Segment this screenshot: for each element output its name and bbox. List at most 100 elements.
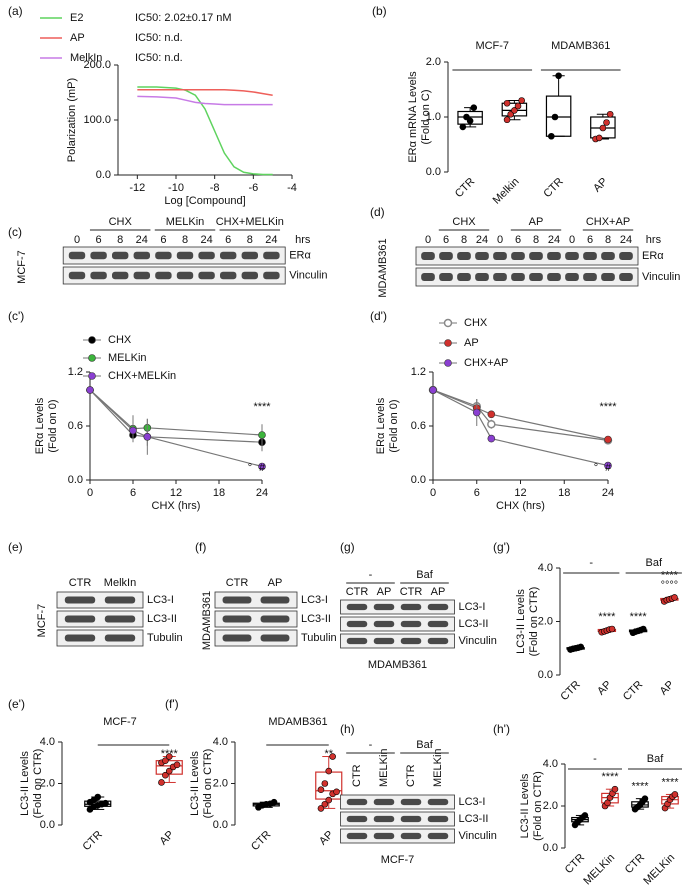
- band-label: ERα: [289, 249, 311, 261]
- x-tick-label: AP: [595, 679, 614, 698]
- panel-label: (h): [340, 722, 355, 736]
- x-tick-label: CTR: [621, 679, 646, 704]
- band-label: Vinculin: [459, 830, 497, 842]
- data-point: [555, 72, 562, 80]
- data-point: [143, 432, 152, 441]
- x-tick-label: CTR: [623, 852, 648, 877]
- blot-band: [565, 273, 579, 281]
- lane-label: 6: [160, 234, 166, 246]
- blot-band: [373, 620, 395, 628]
- data-point: [317, 805, 325, 812]
- legend-label: AP: [70, 32, 85, 44]
- lane-label: 6: [515, 234, 521, 246]
- y-axis-label: Polarization (mP): [66, 78, 78, 162]
- data-point: [429, 386, 437, 394]
- x-tick-label: 12: [514, 487, 526, 499]
- x-tick-label: -6: [248, 182, 258, 194]
- cell-line-label: MCF-7: [16, 250, 28, 284]
- series-line: [89, 389, 263, 443]
- y-tick-label: 0.0: [213, 819, 228, 831]
- blot-band: [400, 798, 422, 806]
- blot-strip: [56, 629, 144, 647]
- legend-swatch: [444, 359, 452, 367]
- blot-band: [64, 634, 96, 642]
- band-label: LC3-I: [459, 796, 486, 808]
- blot-band: [457, 273, 471, 281]
- blot-band: [400, 815, 422, 823]
- blot-band: [104, 596, 136, 604]
- data-point: [459, 123, 467, 131]
- x-axis-label: CHX (hrs): [152, 500, 201, 512]
- legend-swatch: [88, 354, 96, 362]
- blot-band: [619, 273, 633, 281]
- lane-label: 24: [136, 234, 148, 246]
- data-point: [671, 791, 679, 798]
- unit-label: hrs: [646, 234, 662, 246]
- blot-band: [222, 634, 252, 642]
- x-tick-label: MELKin: [641, 852, 677, 888]
- data-point: [487, 410, 496, 419]
- legend-swatch: [88, 336, 96, 344]
- y-axis-label: LC3-II Levels: [519, 773, 531, 838]
- lane-label: 6: [443, 234, 449, 246]
- blot-strip: [340, 616, 455, 632]
- panel-label: (h'): [493, 722, 510, 736]
- blot-band: [421, 252, 435, 260]
- group-label: MELKin: [166, 216, 205, 228]
- blot-strip: [62, 246, 286, 265]
- blot-band: [601, 273, 615, 281]
- lane-label: AP: [431, 586, 446, 598]
- group-label: CHX+AP: [586, 216, 630, 228]
- legend-label: E2: [70, 12, 83, 24]
- lane-label: 8: [117, 234, 123, 246]
- blot-band: [133, 251, 151, 260]
- x-tick-label: AP: [158, 829, 177, 848]
- significance: °°°°: [661, 579, 679, 591]
- x-tick-label: MELKin: [581, 852, 617, 888]
- lane-label: 6: [587, 234, 593, 246]
- blot-strip: [62, 266, 286, 285]
- y-axis-label: LC3-II Levels: [19, 751, 31, 816]
- series-line: [432, 389, 609, 441]
- legend-label: MELKin: [108, 352, 147, 364]
- blot-band: [427, 798, 449, 806]
- data-point: [608, 625, 616, 633]
- blot-band: [400, 637, 422, 645]
- panel-label: (a): [8, 4, 23, 18]
- blot-band: [64, 615, 96, 623]
- panel-label: (g'): [493, 540, 510, 554]
- lane-label: 8: [533, 234, 539, 246]
- lane-label: 24: [620, 234, 632, 246]
- y-tick-label: 4.0: [213, 736, 228, 748]
- lane-label: CTR: [226, 577, 249, 589]
- data-point: [511, 107, 518, 114]
- y-axis-label: ERα Levels: [375, 397, 387, 454]
- blot-band: [475, 273, 489, 281]
- group-label: MDAMB361: [551, 40, 610, 52]
- series-line: [432, 389, 609, 441]
- blot-band: [155, 271, 172, 280]
- lane-label: 24: [548, 234, 560, 246]
- x-tick-label: 6: [474, 487, 480, 499]
- blot-band: [511, 252, 525, 260]
- group-label: CHX+MELKin: [216, 216, 284, 228]
- x-tick-label: -8: [210, 182, 220, 194]
- blot-strip: [214, 610, 298, 628]
- band-label: LC3-I: [301, 594, 328, 606]
- blot-band: [90, 271, 107, 280]
- lane-label: CTR: [346, 586, 369, 598]
- y-tick-label: 2.0: [538, 615, 553, 627]
- y-tick-label: 0.0: [426, 166, 441, 178]
- x-tick-label: 18: [558, 487, 570, 499]
- band-label: Vinculin: [642, 271, 680, 283]
- x-axis-label: CHX (hrs): [496, 500, 545, 512]
- y-axis-label: ERα Levels: [34, 397, 46, 454]
- data-point: [487, 419, 496, 429]
- blot-band: [373, 815, 395, 823]
- y-tick-label: 0.0: [96, 169, 111, 181]
- series-line: [137, 95, 273, 106]
- x-tick-label: AP: [317, 829, 336, 848]
- group-label: MCF-7: [475, 40, 509, 52]
- y-axis-label: LC3-II Levels: [189, 751, 201, 816]
- panel-label: (b): [372, 4, 387, 18]
